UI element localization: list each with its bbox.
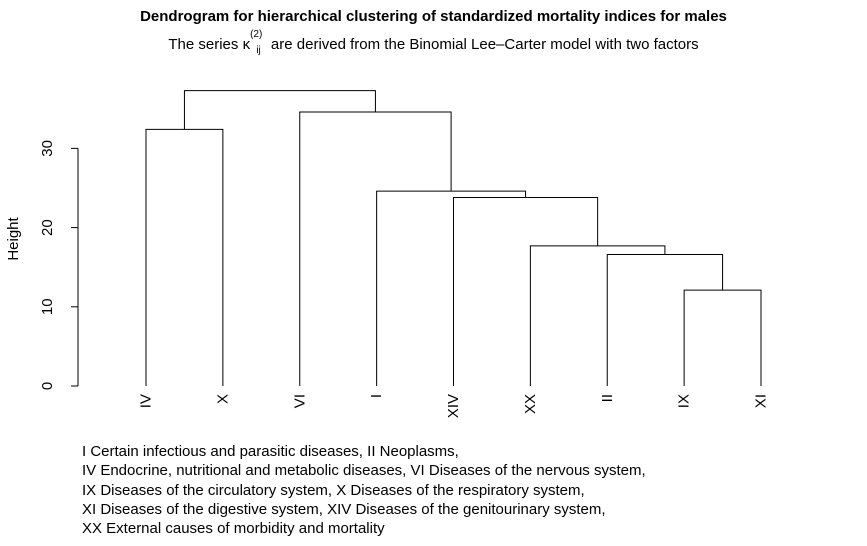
leaf-label: II bbox=[599, 394, 616, 402]
leaf-label: XX bbox=[522, 394, 539, 414]
leaf-label: IX bbox=[676, 394, 693, 408]
legend-line: XX External causes of morbidity and mort… bbox=[82, 520, 385, 538]
leaf-label: VI bbox=[291, 394, 308, 408]
y-tick-label: 0 bbox=[39, 382, 56, 390]
leaf-label: XIV bbox=[445, 394, 462, 418]
subtitle-suffix: are derived from the Binomial Lee–Carter… bbox=[266, 36, 699, 53]
leaf-label: IV bbox=[138, 394, 155, 408]
legend-line: IX Diseases of the circulatory system, X… bbox=[82, 481, 585, 499]
legend-line: IV Endocrine, nutritional and metabolic … bbox=[82, 462, 646, 480]
subtitle-superscript: (2) bbox=[250, 29, 263, 40]
subtitle-prefix: The series bbox=[168, 36, 243, 53]
dendrogram-merge-link bbox=[529, 245, 666, 386]
chart-title: Dendrogram for hierarchical clustering o… bbox=[140, 8, 727, 25]
dendrogram-merge-link bbox=[299, 111, 452, 386]
dendrogram-merge-link bbox=[376, 190, 527, 386]
legend: I Certain infectious and parasitic disea… bbox=[82, 442, 646, 538]
y-tick-label: 30 bbox=[39, 140, 56, 157]
y-axis-label: Height bbox=[5, 216, 22, 260]
dendrogram-merge-link bbox=[145, 128, 224, 386]
dendrogram-merge-link bbox=[453, 197, 599, 386]
leaf-label: XI bbox=[753, 394, 770, 408]
chart-subtitle: The series κ(2) ij are derived from the B… bbox=[0, 29, 867, 56]
y-tick-label: 20 bbox=[39, 219, 56, 236]
dendrogram-merge-link bbox=[183, 90, 376, 130]
subtitle-subscript: ij bbox=[256, 45, 261, 56]
leaf-label: X bbox=[214, 394, 231, 404]
dendrogram-merge-link bbox=[606, 254, 724, 386]
y-tick-label: 10 bbox=[39, 298, 56, 315]
leaf-label: I bbox=[368, 394, 385, 398]
legend-line: I Certain infectious and parasitic disea… bbox=[82, 443, 459, 460]
legend-line: XI Diseases of the digestive system, XIV… bbox=[82, 500, 606, 518]
subtitle-symbol: κ bbox=[242, 36, 251, 53]
dendrogram-merge-link bbox=[683, 289, 762, 386]
dendrogram-plot: IV X VI I XIV XX II IX XI 0 10 20 30 Height bbox=[5, 90, 770, 418]
